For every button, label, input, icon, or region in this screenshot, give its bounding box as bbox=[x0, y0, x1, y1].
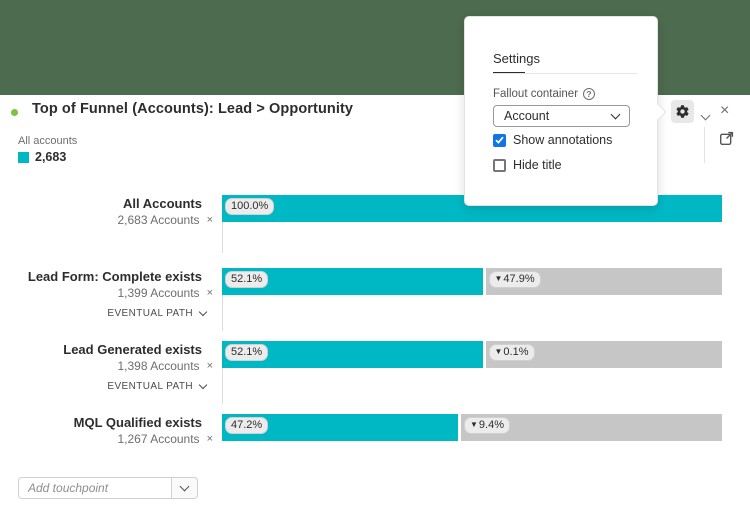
funnel-row: MQL Qualified exists 1,267 Accounts × 47… bbox=[18, 414, 722, 446]
tab-rule bbox=[493, 73, 638, 74]
fallout-bar[interactable]: ▼9.4% bbox=[461, 414, 722, 441]
fallout-arrow-icon: ▼ bbox=[470, 420, 478, 429]
tab-settings[interactable]: Settings bbox=[493, 51, 540, 66]
toolbar-divider bbox=[704, 127, 705, 163]
add-touchpoint-control bbox=[18, 477, 198, 499]
funnel-row: All Accounts 2,683 Accounts × 100.0% bbox=[18, 195, 722, 253]
info-icon[interactable]: ? bbox=[583, 88, 596, 100]
hide-title-label[interactable]: Hide title bbox=[513, 158, 562, 172]
success-percent-label: 52.1% bbox=[225, 344, 269, 361]
settings-popover: Settings Fallout container ? Account Sho… bbox=[464, 16, 667, 206]
export-button[interactable] bbox=[719, 130, 735, 146]
touchpoint-labels: All Accounts 2,683 Accounts × bbox=[18, 195, 222, 227]
show-annotations-label[interactable]: Show annotations bbox=[513, 133, 613, 147]
hide-title-checkbox[interactable] bbox=[493, 158, 506, 172]
touchpoint-name: MQL Qualified exists bbox=[73, 415, 202, 430]
success-percent-label: 100.0% bbox=[225, 198, 275, 215]
eventual-path-dropdown[interactable]: EVENTUAL PATH bbox=[18, 380, 222, 392]
fallout-container-selected-value: Account bbox=[504, 109, 550, 123]
legend-series-label: All accounts bbox=[18, 135, 78, 147]
fallout-percent-label: ▼0.1% bbox=[488, 344, 535, 361]
close-panel-button[interactable]: × bbox=[720, 101, 729, 121]
remove-touchpoint-icon[interactable]: × bbox=[206, 286, 213, 299]
success-percent-label: 47.2% bbox=[225, 417, 269, 434]
funnel-row: Lead Generated exists 1,398 Accounts × E… bbox=[18, 341, 722, 404]
fallout-arrow-icon: ▼ bbox=[494, 347, 503, 356]
success-bar[interactable]: 100.0% bbox=[222, 195, 722, 222]
eventual-path-dropdown[interactable]: EVENTUAL PATH bbox=[18, 307, 222, 319]
fallout-percent-label: ▼9.4% bbox=[464, 417, 510, 434]
fallout-funnel: All Accounts 2,683 Accounts × 100.0% Lea… bbox=[18, 195, 722, 487]
touchpoint-count: 2,683 Accounts bbox=[117, 213, 200, 227]
eventual-path-label: EVENTUAL PATH bbox=[107, 308, 193, 319]
touchpoint-count: 1,267 Accounts bbox=[117, 432, 200, 446]
remove-touchpoint-icon[interactable]: × bbox=[206, 213, 213, 226]
status-dot bbox=[11, 109, 18, 116]
export-icon bbox=[720, 131, 734, 146]
chevron-down-icon bbox=[198, 307, 208, 317]
touchpoint-name: Lead Form: Complete exists bbox=[27, 269, 202, 284]
legend-total-value: 2,683 bbox=[35, 150, 67, 164]
settings-button[interactable] bbox=[671, 100, 694, 123]
fallout-container-label: Fallout container bbox=[493, 88, 579, 100]
close-icon: × bbox=[720, 102, 730, 119]
chevron-down-icon bbox=[179, 481, 190, 492]
panel-title: Top of Funnel (Accounts): Lead > Opportu… bbox=[32, 101, 354, 117]
collapse-panel-button[interactable] bbox=[700, 106, 711, 124]
touchpoint-labels: MQL Qualified exists 1,267 Accounts × bbox=[18, 414, 222, 446]
show-annotations-checkbox[interactable] bbox=[493, 133, 506, 147]
fallout-arrow-icon: ▼ bbox=[494, 274, 503, 283]
show-annotations-checkbox-row[interactable]: Show annotations bbox=[493, 133, 612, 147]
chevron-down-icon bbox=[610, 109, 621, 120]
fallout-percent-label: ▼47.9% bbox=[488, 271, 541, 288]
touchpoint-name: Lead Generated exists bbox=[63, 342, 202, 357]
legend: All accounts 2,683 bbox=[18, 135, 77, 164]
remove-touchpoint-icon[interactable]: × bbox=[206, 432, 213, 445]
bar-track: 52.1% ▼0.1% bbox=[222, 341, 722, 404]
bar-track: 100.0% bbox=[222, 195, 722, 253]
fallout-bar[interactable]: ▼0.1% bbox=[485, 341, 722, 368]
bar-track: 52.1% ▼47.9% bbox=[222, 268, 722, 331]
bar-track: 47.2% ▼9.4% bbox=[222, 414, 722, 441]
funnel-row: Lead Form: Complete exists 1,399 Account… bbox=[18, 268, 722, 331]
fallout-bar[interactable]: ▼47.9% bbox=[485, 268, 722, 295]
success-bar[interactable]: 52.1% bbox=[222, 341, 483, 368]
touchpoint-labels: Lead Form: Complete exists 1,399 Account… bbox=[18, 268, 222, 319]
settings-gear-icon bbox=[676, 105, 689, 118]
touchpoint-name: All Accounts bbox=[123, 196, 202, 211]
chevron-down-icon bbox=[700, 110, 711, 121]
add-touchpoint-input[interactable] bbox=[18, 477, 172, 499]
touchpoint-labels: Lead Generated exists 1,398 Accounts × E… bbox=[18, 341, 222, 392]
remove-touchpoint-icon[interactable]: × bbox=[206, 359, 213, 372]
legend-swatch bbox=[18, 151, 29, 163]
eventual-path-label: EVENTUAL PATH bbox=[107, 381, 193, 392]
chevron-down-icon bbox=[198, 380, 208, 390]
fallout-container-select[interactable]: Account bbox=[493, 105, 630, 127]
success-percent-label: 52.1% bbox=[225, 271, 269, 288]
hide-title-checkbox-row[interactable]: Hide title bbox=[493, 158, 562, 172]
touchpoint-count: 1,398 Accounts bbox=[117, 359, 200, 373]
success-bar[interactable]: 47.2% bbox=[222, 414, 458, 441]
touchpoint-count: 1,399 Accounts bbox=[117, 286, 200, 300]
success-bar[interactable]: 52.1% bbox=[222, 268, 483, 295]
popover-tip bbox=[649, 103, 667, 121]
checkmark-icon bbox=[495, 136, 504, 144]
add-touchpoint-dropdown-button[interactable] bbox=[172, 477, 198, 499]
